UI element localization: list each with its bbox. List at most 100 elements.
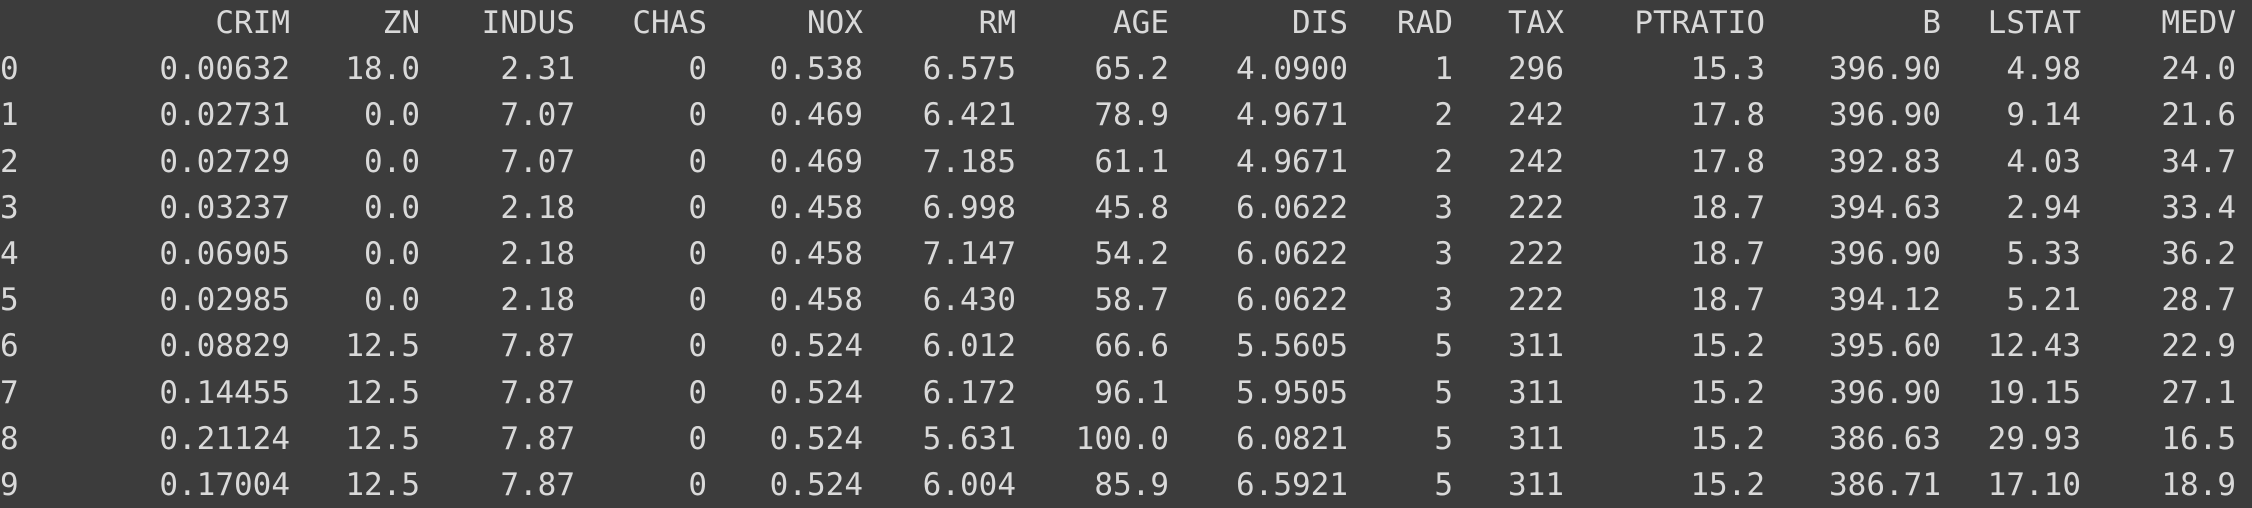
cell-dis: 6.0821 [1236,421,1348,457]
row-index: 2 [0,144,19,180]
cell-chas: 0 [688,144,707,180]
column-header-age: AGE [1113,5,1169,41]
column-header-ptratio: PTRATIO [1634,5,1765,41]
cell-crim: 0.17004 [159,467,290,503]
cell-dis: 5.9505 [1236,375,1348,411]
cell-rad: 3 [1434,236,1453,272]
cell-indus: 2.18 [500,282,575,318]
cell-indus: 2.18 [500,236,575,272]
cell-dis: 6.0622 [1236,282,1348,318]
cell-nox: 0.524 [769,328,863,364]
cell-indus: 7.87 [500,421,575,457]
table-row: 0 0.00632 18.0 2.31 0 0.538 6.575 65.2 4.0900 1 29… [0,46,2252,92]
cell-medv: 24.0 [2161,51,2236,87]
cell-rm: 6.172 [922,375,1016,411]
cell-chas: 0 [688,97,707,133]
cell-b: 394.12 [1829,282,1941,318]
cell-rad: 5 [1434,375,1453,411]
cell-nox: 0.458 [769,190,863,226]
row-index: 0 [0,51,19,87]
cell-rad: 3 [1434,282,1453,318]
cell-nox: 0.524 [769,467,863,503]
cell-zn: 12.5 [345,375,420,411]
cell-lstat: 17.10 [1987,467,2081,503]
cell-ptratio: 17.8 [1690,144,1765,180]
cell-rad: 5 [1434,328,1453,364]
table-row: 6 0.08829 12.5 7.87 0 0.524 6.012 66.6 5.5605 5 31… [0,323,2252,369]
cell-nox: 0.524 [769,375,863,411]
row-index: 3 [0,190,19,226]
cell-crim: 0.00632 [159,51,290,87]
cell-lstat: 29.93 [1987,421,2081,457]
cell-rad: 5 [1434,421,1453,457]
column-header-medv: MEDV [2161,5,2236,41]
cell-nox: 0.469 [769,97,863,133]
cell-b: 396.90 [1829,51,1941,87]
cell-chas: 0 [688,421,707,457]
cell-zn: 12.5 [345,421,420,457]
cell-ptratio: 15.2 [1690,375,1765,411]
cell-zn: 0.0 [364,236,420,272]
cell-crim: 0.06905 [159,236,290,272]
cell-tax: 242 [1508,97,1564,133]
cell-tax: 296 [1508,51,1564,87]
cell-crim: 0.08829 [159,328,290,364]
table-row: 9 0.17004 12.5 7.87 0 0.524 6.004 85.9 6.5921 5 31… [0,462,2252,508]
cell-tax: 222 [1508,282,1564,318]
cell-rad: 2 [1434,97,1453,133]
cell-zn: 18.0 [345,51,420,87]
cell-medv: 22.9 [2161,328,2236,364]
row-index: 5 [0,282,19,318]
cell-indus: 7.87 [500,375,575,411]
row-index: 9 [0,467,19,503]
cell-chas: 0 [688,51,707,87]
table-row: 1 0.02731 0.0 7.07 0 0.469 6.421 78.9 4.9671 2 242… [0,92,2252,138]
cell-chas: 0 [688,282,707,318]
cell-zn: 0.0 [364,282,420,318]
cell-lstat: 2.94 [2006,190,2081,226]
cell-dis: 6.0622 [1236,190,1348,226]
cell-crim: 0.02731 [159,97,290,133]
cell-chas: 0 [688,236,707,272]
cell-rad: 5 [1434,467,1453,503]
column-header-tax: TAX [1508,5,1564,41]
column-header-crim: CRIM [215,5,290,41]
cell-crim: 0.02729 [159,144,290,180]
cell-age: 61.1 [1094,144,1169,180]
row-index: 6 [0,328,19,364]
cell-ptratio: 18.7 [1690,236,1765,272]
cell-rm: 6.012 [922,328,1016,364]
cell-ptratio: 15.3 [1690,51,1765,87]
cell-tax: 311 [1508,421,1564,457]
cell-indus: 7.87 [500,328,575,364]
cell-zn: 12.5 [345,467,420,503]
header-row: CRIM ZN INDUS CHAS NOX RM AGE DIS RAD TA… [0,0,2252,46]
cell-ptratio: 15.2 [1690,467,1765,503]
cell-zn: 0.0 [364,190,420,226]
cell-chas: 0 [688,375,707,411]
cell-rm: 6.004 [922,467,1016,503]
cell-crim: 0.02985 [159,282,290,318]
cell-lstat: 4.98 [2006,51,2081,87]
cell-rad: 2 [1434,144,1453,180]
cell-zn: 0.0 [364,97,420,133]
cell-crim: 0.21124 [159,421,290,457]
row-index: 1 [0,97,19,133]
row-index: 8 [0,421,19,457]
cell-b: 396.90 [1829,97,1941,133]
cell-ptratio: 18.7 [1690,190,1765,226]
cell-dis: 4.9671 [1236,144,1348,180]
cell-dis: 6.5921 [1236,467,1348,503]
cell-ptratio: 17.8 [1690,97,1765,133]
cell-medv: 21.6 [2161,97,2236,133]
cell-medv: 27.1 [2161,375,2236,411]
cell-dis: 6.0622 [1236,236,1348,272]
cell-medv: 34.7 [2161,144,2236,180]
cell-rm: 7.147 [922,236,1016,272]
row-index: 4 [0,236,19,272]
table-row: 7 0.14455 12.5 7.87 0 0.524 6.172 96.1 5.9505 5 31… [0,370,2252,416]
cell-medv: 18.9 [2161,467,2236,503]
row-index: 7 [0,375,19,411]
cell-age: 66.6 [1094,328,1169,364]
